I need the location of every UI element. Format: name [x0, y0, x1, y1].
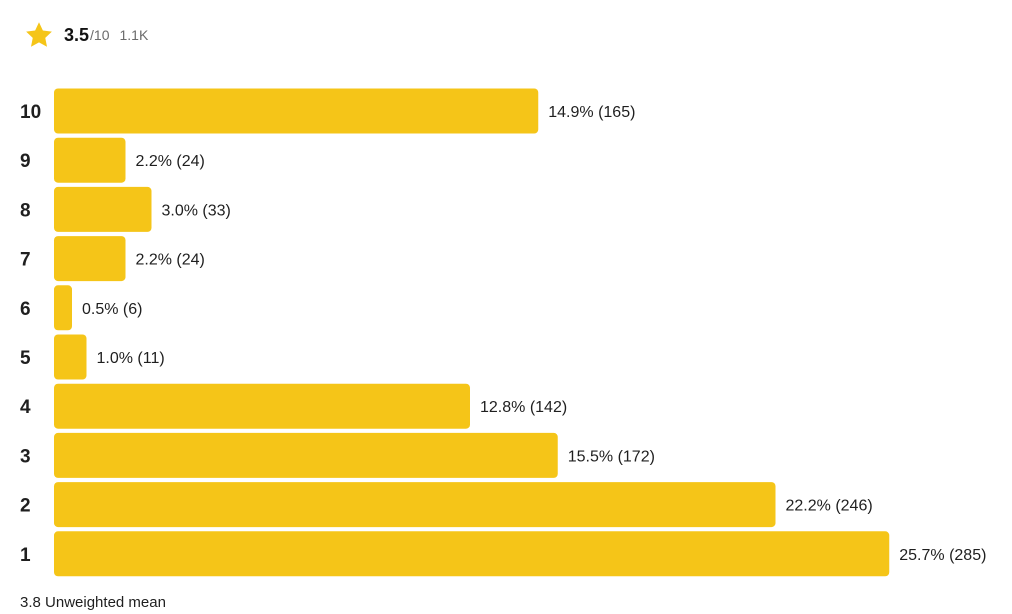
bar-rating-3	[54, 432, 558, 478]
bar-rating-6	[54, 285, 72, 331]
mean-label: Unweighted mean	[45, 594, 166, 611]
rating-score: 3.5	[64, 24, 90, 45]
category-label: 4	[20, 397, 31, 418]
bar-rating-5	[54, 334, 87, 380]
bar-rating-10	[54, 88, 539, 134]
value-label: 0.5% (6)	[82, 301, 142, 318]
value-label: 12.8% (142)	[480, 399, 567, 416]
category-label: 9	[20, 151, 31, 172]
category-label: 2	[20, 496, 31, 517]
category-label: 8	[20, 200, 31, 221]
value-label: 1.0% (11)	[97, 350, 165, 367]
rating-summary: 3.5 /10 1.1K	[24, 19, 148, 51]
value-label: 22.2% (246)	[786, 498, 873, 515]
value-label: 2.2% (24)	[136, 153, 205, 170]
bar-rating-1	[54, 531, 890, 577]
value-label: 15.5% (172)	[568, 448, 655, 465]
value-label: 2.2% (24)	[136, 252, 205, 269]
category-label: 7	[20, 250, 31, 271]
bar-rating-9	[54, 137, 126, 183]
value-label: 14.9% (165)	[548, 104, 635, 121]
star-icon	[26, 22, 52, 47]
value-label: 3.0% (33)	[162, 202, 231, 219]
category-label: 6	[20, 299, 31, 320]
category-label: 5	[20, 348, 31, 369]
category-label: 3	[20, 446, 31, 467]
value-label: 25.7% (285)	[899, 547, 986, 564]
bar-rating-8	[54, 186, 152, 232]
bar-rating-2	[54, 482, 776, 528]
category-label: 1	[20, 545, 31, 566]
rating-out-of: /10	[90, 27, 110, 43]
mean-value: 3.8	[20, 594, 41, 611]
rating-count: 1.1K	[119, 27, 149, 43]
bar-rating-4	[54, 383, 470, 429]
bar-rating-7	[54, 236, 126, 282]
unweighted-mean: 3.8 Unweighted mean	[20, 594, 166, 611]
category-label: 10	[20, 102, 41, 123]
